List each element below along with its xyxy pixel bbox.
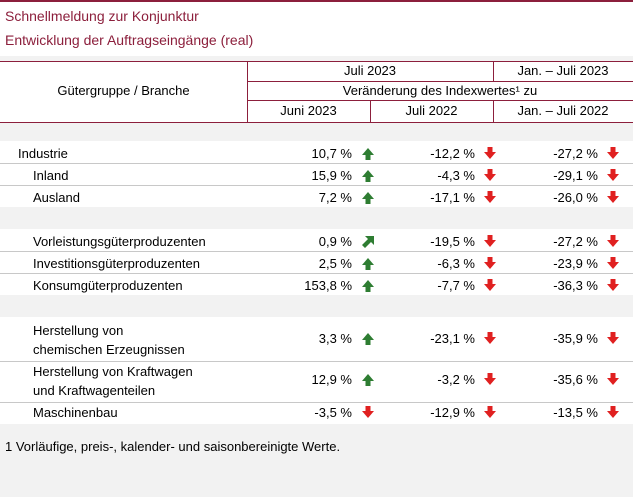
arrow-down-icon bbox=[607, 373, 619, 385]
cell-value: 0,9 % bbox=[318, 234, 352, 249]
header-bottom-rule bbox=[0, 122, 633, 123]
header-divider-4 bbox=[493, 100, 494, 122]
cell-value: 10,7 % bbox=[311, 146, 352, 161]
arrow-up-right-icon bbox=[362, 236, 374, 248]
arrow-down-icon bbox=[607, 169, 619, 181]
arrow-down-icon bbox=[607, 406, 619, 418]
cell-value: -19,5 % bbox=[430, 234, 475, 249]
arrow-down-icon bbox=[484, 257, 496, 269]
row-label-industrie: Industrie bbox=[18, 146, 68, 161]
header-divider-2 bbox=[493, 61, 494, 81]
cell-value: -12,9 % bbox=[430, 405, 475, 420]
header-divider-3 bbox=[370, 100, 371, 122]
arrow-down-icon bbox=[484, 332, 496, 344]
table-header bbox=[0, 62, 633, 122]
cell-value: 2,5 % bbox=[318, 256, 352, 271]
arrow-down-icon bbox=[607, 279, 619, 291]
cell-value: 153,8 % bbox=[304, 278, 352, 293]
header-top-rule bbox=[0, 61, 633, 62]
arrow-down-icon bbox=[607, 147, 619, 159]
subtitle: Entwicklung der Auftragseingänge (real) bbox=[5, 32, 254, 48]
row-label-vorleistung: Vorleistungsgüterproduzenten bbox=[33, 234, 206, 249]
cell-value: 12,9 % bbox=[311, 372, 352, 387]
cell-value: -27,2 % bbox=[553, 234, 598, 249]
arrow-up-icon bbox=[362, 374, 374, 386]
arrow-up-icon bbox=[362, 258, 374, 270]
col-group-header: Gütergruppe / Branche bbox=[57, 83, 190, 98]
row-label-chemie-line1: Herstellung von bbox=[33, 323, 124, 338]
group-block-2 bbox=[0, 229, 633, 295]
row-label-chemie-line2: chemischen Erzeugnissen bbox=[33, 342, 185, 357]
title-bar: Schnellmeldung zur Konjunktur Entwicklun… bbox=[0, 0, 633, 56]
cell-value: -35,6 % bbox=[553, 372, 598, 387]
arrow-up-icon bbox=[362, 192, 374, 204]
col-ytd-prev-header: Jan. – Juli 2022 bbox=[517, 103, 609, 118]
cell-value: -26,0 % bbox=[553, 190, 598, 205]
row-label-kraftwagen-line2: und Kraftwagenteilen bbox=[33, 383, 156, 398]
cell-value: -6,3 % bbox=[437, 256, 475, 271]
arrow-down-icon bbox=[484, 279, 496, 291]
col-prev-year-header: Juli 2022 bbox=[405, 103, 458, 118]
row-label-ausland: Ausland bbox=[33, 190, 80, 205]
cell-value: -12,2 % bbox=[430, 146, 475, 161]
header-divider-1 bbox=[247, 61, 248, 122]
cell-value: -23,9 % bbox=[553, 256, 598, 271]
title: Schnellmeldung zur Konjunktur bbox=[5, 8, 199, 24]
arrow-down-icon bbox=[607, 332, 619, 344]
change-header: Veränderung des Indexwertes¹ zu bbox=[342, 83, 538, 98]
cell-value: -13,5 % bbox=[553, 405, 598, 420]
arrow-down-icon bbox=[484, 406, 496, 418]
cell-value: -36,3 % bbox=[553, 278, 598, 293]
arrow-down-icon bbox=[607, 257, 619, 269]
row-label-maschinenbau: Maschinenbau bbox=[33, 405, 118, 420]
group-block-1 bbox=[0, 141, 633, 207]
group-block-3 bbox=[0, 317, 633, 424]
cell-value: -29,1 % bbox=[553, 168, 598, 183]
cell-value: -3,2 % bbox=[437, 372, 475, 387]
footnote: 1 Vorläufige, preis-, kalender- und sais… bbox=[5, 439, 341, 454]
cell-value: -17,1 % bbox=[430, 190, 475, 205]
period-ytd-header: Jan. – Juli 2023 bbox=[517, 63, 609, 78]
header-rule-2 bbox=[247, 100, 633, 101]
table-panel: Gütergruppe / Branche Juli 2023 Jan. – J… bbox=[0, 56, 633, 497]
arrow-down-icon bbox=[607, 235, 619, 247]
period-main-header: Juli 2023 bbox=[343, 63, 397, 78]
arrow-up-icon bbox=[362, 148, 374, 160]
arrow-down-icon bbox=[484, 373, 496, 385]
arrow-down-icon bbox=[484, 235, 496, 247]
cell-value: -3,5 % bbox=[314, 405, 352, 420]
cell-value: -7,7 % bbox=[437, 278, 475, 293]
arrow-down-icon bbox=[362, 406, 374, 418]
arrow-up-icon bbox=[362, 333, 374, 345]
row-label-investition: Investitionsgüterproduzenten bbox=[33, 256, 200, 271]
cell-value: -4,3 % bbox=[437, 168, 475, 183]
cell-value: -23,1 % bbox=[430, 331, 475, 346]
row-label-konsum: Konsumgüterproduzenten bbox=[33, 278, 183, 293]
arrow-down-icon bbox=[607, 191, 619, 203]
header-rule-1 bbox=[247, 81, 633, 82]
row-label-kraftwagen-line1: Herstellung von Kraftwagen bbox=[33, 364, 193, 379]
row-label-inland: Inland bbox=[33, 168, 69, 183]
cell-value: 15,9 % bbox=[311, 168, 352, 183]
cell-value: -35,9 % bbox=[553, 331, 598, 346]
arrow-down-icon bbox=[484, 169, 496, 181]
cell-value: -27,2 % bbox=[553, 146, 598, 161]
arrow-up-icon bbox=[362, 170, 374, 182]
arrow-up-icon bbox=[362, 280, 374, 292]
arrow-down-icon bbox=[484, 147, 496, 159]
arrow-down-icon bbox=[484, 191, 496, 203]
cell-value: 7,2 % bbox=[318, 190, 352, 205]
cell-value: 3,3 % bbox=[318, 331, 352, 346]
col-prev-month-header: Juni 2023 bbox=[280, 103, 337, 118]
